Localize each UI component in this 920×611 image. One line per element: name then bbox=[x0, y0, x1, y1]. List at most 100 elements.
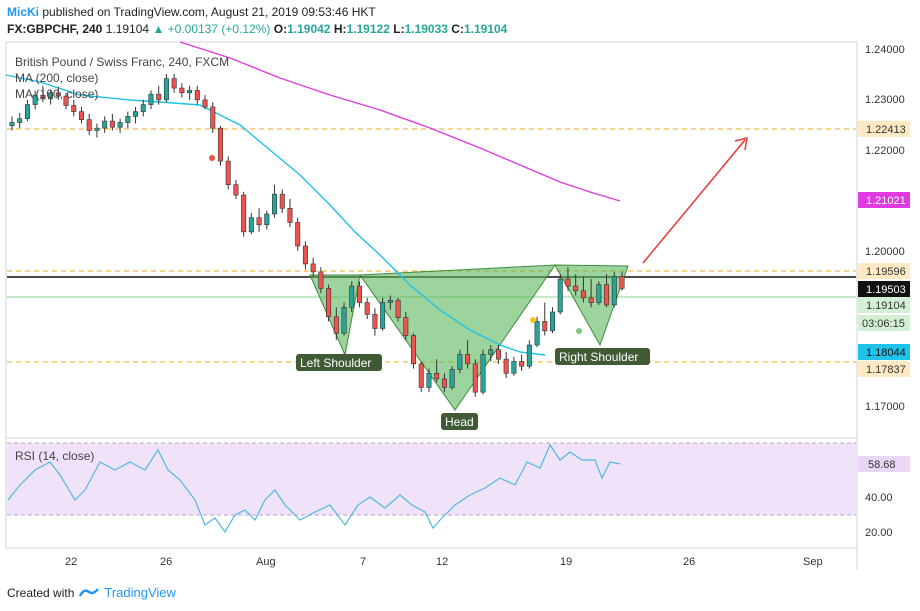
candle-body[interactable] bbox=[156, 93, 162, 101]
price-label-bg-4 bbox=[858, 281, 910, 297]
candle-body[interactable] bbox=[449, 369, 455, 388]
candle-body[interactable] bbox=[163, 78, 169, 101]
candle-body[interactable] bbox=[32, 94, 38, 105]
candle-body[interactable] bbox=[526, 344, 532, 367]
candle-body[interactable] bbox=[318, 271, 324, 289]
candle-body[interactable] bbox=[71, 105, 77, 112]
candle-body[interactable] bbox=[272, 193, 278, 215]
candle-body[interactable] bbox=[565, 278, 571, 287]
candle-body[interactable] bbox=[457, 354, 463, 370]
candle-body[interactable] bbox=[333, 316, 339, 334]
candle-body[interactable] bbox=[380, 302, 386, 329]
candle-body[interactable] bbox=[48, 92, 54, 100]
candle-body[interactable] bbox=[604, 284, 610, 306]
instrument-legend[interactable]: British Pound / Swiss Franc, 240, FXCM bbox=[15, 55, 229, 69]
open-value: 1.19042 bbox=[287, 22, 331, 36]
candle-body[interactable] bbox=[364, 302, 370, 315]
candle-body[interactable] bbox=[557, 278, 563, 313]
candle-body[interactable] bbox=[403, 317, 409, 336]
candle-body[interactable] bbox=[102, 120, 108, 129]
rsi-line bbox=[7, 443, 621, 534]
candle-body[interactable] bbox=[256, 217, 262, 226]
candle-body[interactable] bbox=[78, 111, 84, 120]
candle-body[interactable] bbox=[387, 299, 393, 303]
candle-body[interactable] bbox=[550, 311, 556, 332]
candle-body[interactable] bbox=[542, 321, 548, 332]
candle-body[interactable] bbox=[503, 358, 509, 374]
candle-body[interactable] bbox=[179, 87, 185, 94]
candle-body[interactable] bbox=[341, 306, 347, 334]
candle-body[interactable] bbox=[233, 184, 239, 196]
candle-body[interactable] bbox=[241, 194, 247, 233]
price-label-4: 1.19503 bbox=[866, 284, 906, 296]
candle-body[interactable] bbox=[24, 104, 30, 120]
candle-body[interactable] bbox=[480, 354, 486, 393]
ma100-legend[interactable]: MA (100, close) bbox=[15, 87, 98, 101]
signal-dot-yellow bbox=[530, 317, 536, 323]
candle-body[interactable] bbox=[148, 93, 154, 105]
candle-body[interactable] bbox=[109, 120, 115, 128]
candle-body[interactable] bbox=[588, 297, 594, 303]
ma100-line bbox=[5, 74, 546, 356]
candle-body[interactable] bbox=[117, 122, 123, 128]
head-shape[interactable] bbox=[359, 264, 556, 411]
candle-body[interactable] bbox=[295, 222, 301, 247]
candle-body[interactable] bbox=[488, 349, 494, 355]
candle-body[interactable] bbox=[210, 106, 216, 129]
rsi-legend[interactable]: RSI (14, close) bbox=[15, 449, 94, 463]
candle-body[interactable] bbox=[302, 245, 308, 265]
candle-body[interactable] bbox=[202, 99, 208, 108]
candle-body[interactable] bbox=[511, 361, 517, 374]
candle-body[interactable] bbox=[171, 78, 177, 89]
candle-body[interactable] bbox=[573, 285, 579, 292]
high-label: H: bbox=[333, 22, 347, 36]
candle-body[interactable] bbox=[441, 378, 447, 388]
candle-body[interactable] bbox=[310, 263, 316, 273]
candle-body[interactable] bbox=[140, 104, 146, 112]
candle-body[interactable] bbox=[619, 276, 625, 289]
candle-body[interactable] bbox=[187, 90, 193, 94]
candle-body[interactable] bbox=[418, 363, 424, 388]
signal-dot-red bbox=[209, 155, 215, 161]
candle-body[interactable] bbox=[133, 111, 139, 117]
ma200-legend[interactable]: MA (200, close) bbox=[15, 71, 98, 85]
candle-body[interactable] bbox=[356, 285, 362, 303]
candle-body[interactable] bbox=[372, 314, 378, 329]
candle-body[interactable] bbox=[580, 290, 586, 299]
candle-body[interactable] bbox=[349, 285, 355, 308]
candle-body[interactable] bbox=[495, 349, 501, 360]
candlestick-series[interactable] bbox=[9, 73, 625, 397]
price-label-5: 1.19104 bbox=[866, 300, 906, 312]
candle-body[interactable] bbox=[426, 372, 432, 388]
candle-body[interactable] bbox=[287, 207, 293, 223]
candle-body[interactable] bbox=[63, 95, 69, 106]
candle-body[interactable] bbox=[86, 119, 92, 131]
candle-body[interactable] bbox=[264, 213, 270, 226]
candle-body[interactable] bbox=[217, 127, 223, 162]
candle-body[interactable] bbox=[194, 90, 200, 101]
price-tick-1: 1.24000 bbox=[865, 44, 905, 56]
candle-body[interactable] bbox=[534, 321, 540, 346]
candle-body[interactable] bbox=[472, 363, 478, 393]
candle-body[interactable] bbox=[94, 127, 100, 131]
candle-body[interactable] bbox=[248, 217, 254, 233]
candle-body[interactable] bbox=[596, 284, 602, 303]
candle-body[interactable] bbox=[411, 335, 417, 365]
tradingview-brand[interactable]: TradingView bbox=[104, 585, 176, 600]
candle-body[interactable] bbox=[125, 116, 131, 123]
candle-body[interactable] bbox=[611, 276, 617, 306]
candle-body[interactable] bbox=[519, 361, 525, 367]
candle-body[interactable] bbox=[17, 118, 23, 123]
candle-body[interactable] bbox=[55, 92, 61, 97]
candle-body[interactable] bbox=[434, 372, 440, 380]
author-name[interactable]: MicKi bbox=[7, 5, 40, 19]
candle-body[interactable] bbox=[395, 299, 401, 318]
candle-body[interactable] bbox=[279, 193, 285, 209]
candle-body[interactable] bbox=[9, 122, 15, 127]
target-arrow[interactable] bbox=[642, 139, 746, 264]
candle-body[interactable] bbox=[225, 160, 231, 186]
candle-body[interactable] bbox=[40, 94, 46, 100]
candle-body[interactable] bbox=[465, 354, 471, 365]
candle-body[interactable] bbox=[326, 288, 332, 318]
